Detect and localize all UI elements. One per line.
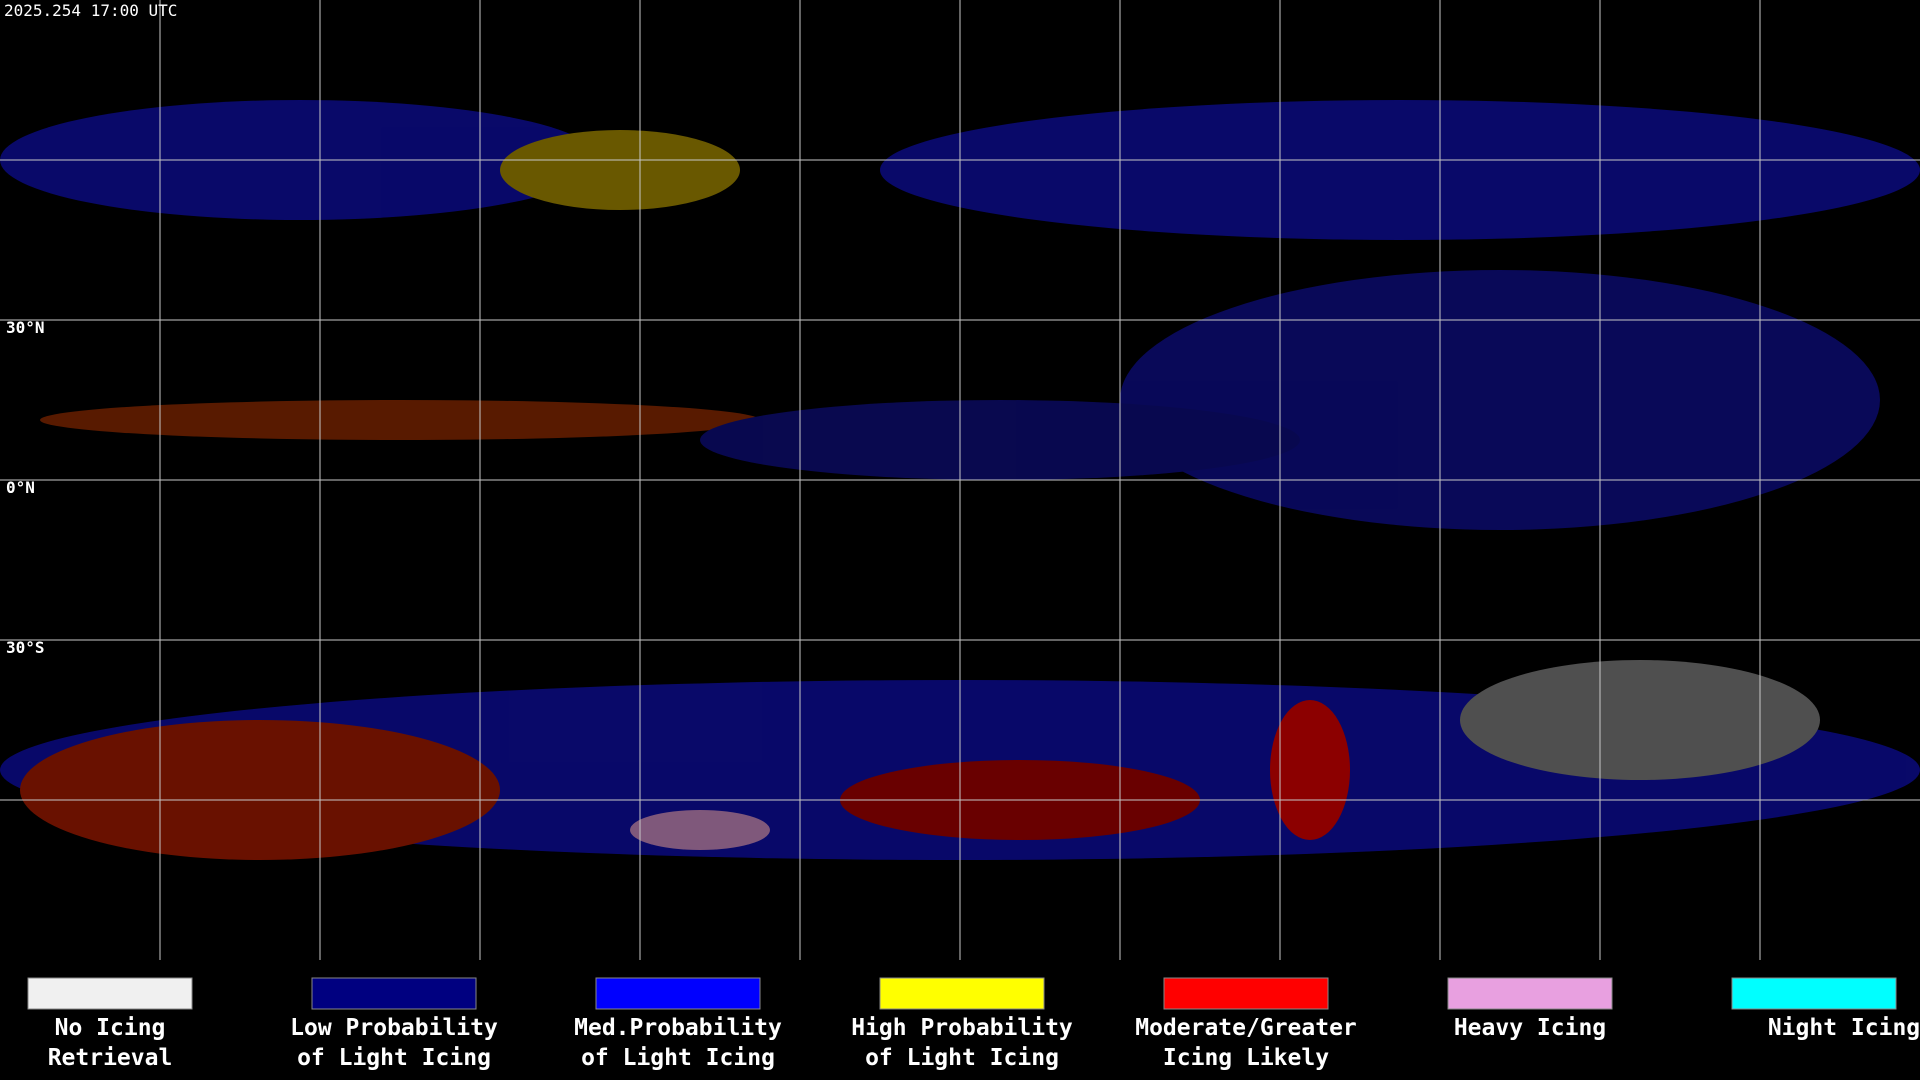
legend-label: of Light Icing <box>297 1045 491 1071</box>
legend-label: Retrieval <box>48 1045 173 1071</box>
legend-swatch <box>311 977 477 1010</box>
legend-label: of Light Icing <box>865 1045 1059 1071</box>
legend-label: Icing Likely <box>1163 1045 1329 1071</box>
legend-swatch <box>27 977 193 1010</box>
legend-label: No Icing <box>55 1015 166 1041</box>
lat-label: 30°N <box>6 318 45 337</box>
legend-label: Med.Probability <box>574 1015 782 1041</box>
lat-label: 30°S <box>6 638 45 657</box>
legend-label: of Light Icing <box>581 1045 775 1071</box>
legend-swatch <box>1163 977 1329 1010</box>
legend-label: Heavy Icing <box>1454 1015 1606 1041</box>
legend-swatch <box>1447 977 1613 1010</box>
timestamp: 2025.254 17:00 UTC <box>4 1 177 20</box>
legend-swatch <box>595 977 761 1010</box>
legend-label: Low Probability <box>290 1015 498 1041</box>
lat-label: 0°N <box>6 478 35 497</box>
legend-label: Moderate/Greater <box>1135 1015 1357 1041</box>
legend-label: Night Icing <box>1768 1015 1920 1041</box>
legend-swatch <box>1731 977 1897 1010</box>
legend-swatch <box>879 977 1045 1010</box>
graticule <box>0 0 1920 960</box>
legend-label: High Probability <box>851 1015 1073 1041</box>
